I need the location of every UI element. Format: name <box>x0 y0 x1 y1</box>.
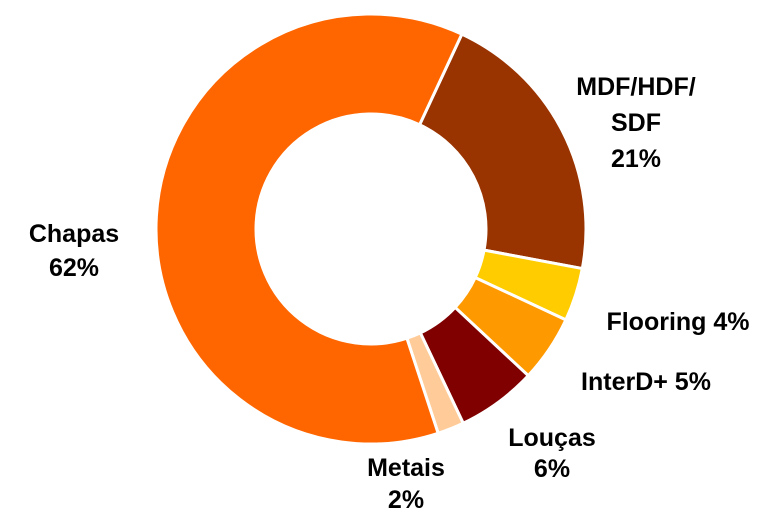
label-line: Flooring 4% <box>606 308 749 336</box>
label-line: 21% <box>611 145 661 173</box>
label-mdf-hdf-sdf: MDF/HDF/SDF 21% <box>576 73 695 173</box>
label-chapas: Chapas 62% <box>29 220 119 282</box>
label-line: 6% <box>534 455 570 483</box>
label-line: SDF <box>611 109 661 137</box>
label-loucas: Louças 6% <box>508 424 596 483</box>
label-interd: InterD+ 5% <box>581 368 711 396</box>
slice-mdf-hdf-sdf <box>418 32 588 271</box>
label-line: MDF/HDF/ <box>576 73 695 101</box>
label-line: 2% <box>388 486 424 514</box>
label-line: Louças <box>508 424 596 452</box>
slice-labels: MDF/HDF/SDF 21% Flooring 4% InterD+ 5% Louça… <box>29 73 750 514</box>
label-line: Metais <box>367 454 445 482</box>
label-line: 62% <box>49 254 99 282</box>
label-metais: Metais 2% <box>367 454 445 514</box>
label-line: InterD+ 5% <box>581 368 711 396</box>
label-line: Chapas <box>29 220 119 248</box>
label-flooring: Flooring 4% <box>606 308 749 336</box>
donut-slices <box>154 12 588 446</box>
slice-chapas <box>154 12 464 446</box>
